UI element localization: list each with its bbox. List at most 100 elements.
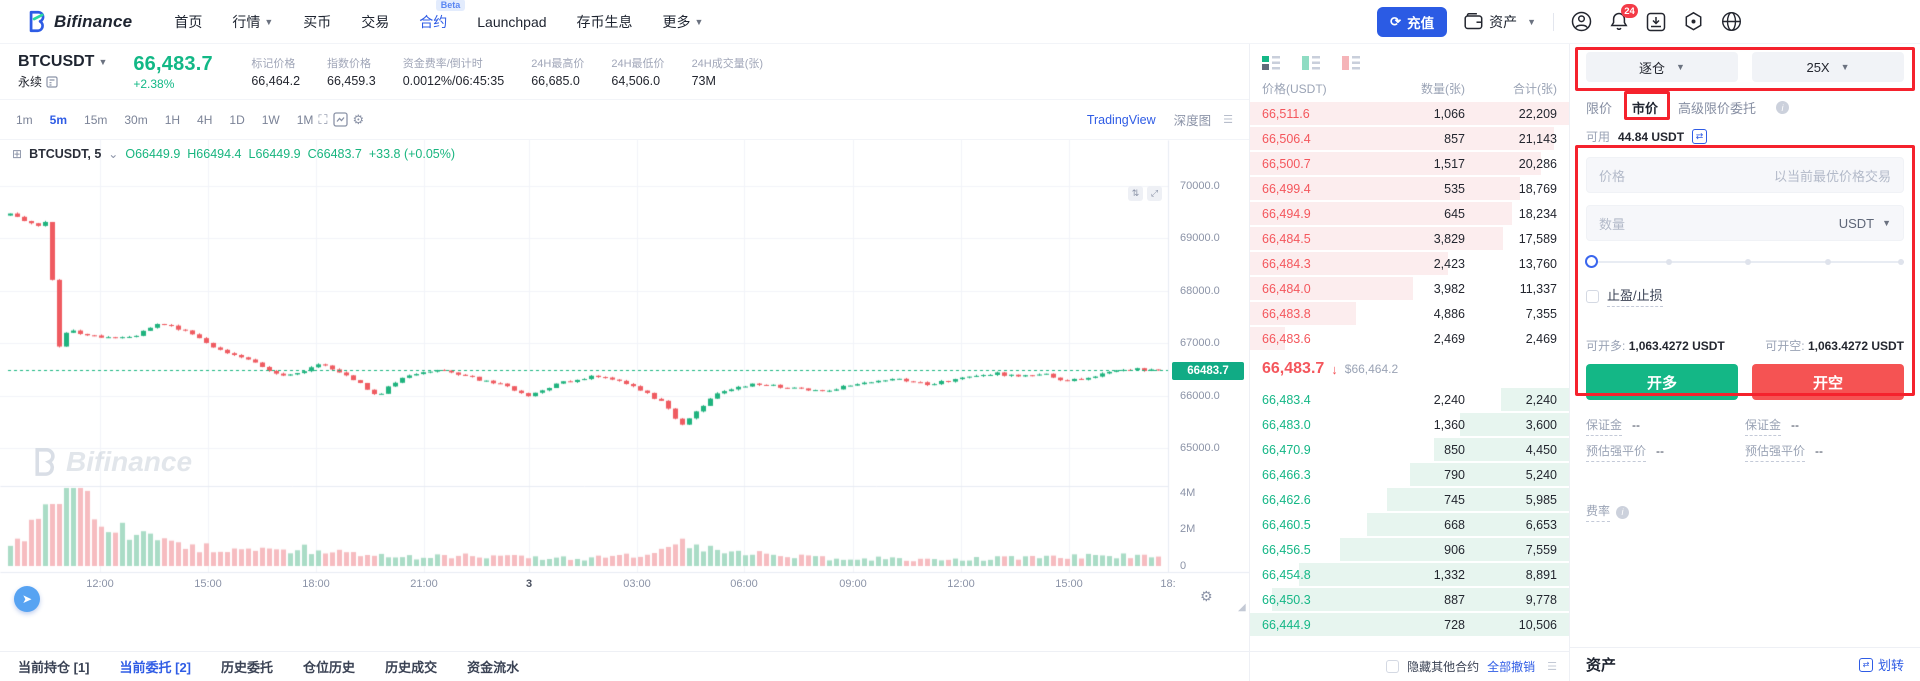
orderbook-ask-row[interactable]: 66,484.3 2,423 13,760 bbox=[1250, 251, 1569, 276]
timeframe-15m[interactable]: 15m bbox=[84, 112, 108, 127]
cancel-all-link[interactable]: 全部撤销 bbox=[1487, 660, 1536, 674]
amount-input[interactable]: 数量 USDT ▼ bbox=[1586, 205, 1904, 241]
slider-step[interactable] bbox=[1745, 259, 1751, 265]
price-input[interactable]: 价格 以当前最优价格交易 bbox=[1586, 157, 1904, 193]
deposit-button[interactable]: ⟳ 充值 bbox=[1377, 6, 1448, 37]
nav-item-1[interactable]: 行情 ▼ bbox=[232, 12, 273, 32]
orderbook-ask-row[interactable]: 66,483.8 4,886 7,355 bbox=[1250, 301, 1569, 326]
chevron-down-icon[interactable]: ⌄ bbox=[108, 147, 119, 161]
view-tab-0[interactable]: TradingView bbox=[1086, 112, 1156, 127]
bottom-tab-1[interactable]: 当前委托 [2] bbox=[119, 660, 192, 675]
slider-handle[interactable] bbox=[1585, 255, 1598, 268]
orderbook-bid-row[interactable]: 66,483.4 2,240 2,240 bbox=[1250, 387, 1569, 412]
timeframe-30m[interactable]: 30m bbox=[124, 112, 148, 127]
tp-sl-checkbox[interactable] bbox=[1586, 289, 1599, 303]
margin-leverage-row: 逐仓 ▼ 25X ▼ bbox=[1586, 52, 1904, 82]
user-icon[interactable] bbox=[1571, 11, 1592, 32]
nav-item-0[interactable]: 首页 bbox=[174, 12, 202, 32]
order-tab-2[interactable]: 高级限价委托 bbox=[1678, 101, 1757, 116]
orderbook-bid-row[interactable]: 66,456.5 906 7,559 bbox=[1250, 537, 1569, 562]
orderbook-bid-row[interactable]: 66,454.8 1,332 8,891 bbox=[1250, 562, 1569, 587]
orderbook-panel: 价格(USDT) 数量(张) 合计(张) 66,511.6 1,066 22,209… bbox=[1250, 44, 1570, 681]
info-icon[interactable]: i bbox=[1776, 101, 1790, 114]
symbol-selector[interactable]: BTCUSDT ▼ 永续 bbox=[18, 53, 107, 90]
order-tab-1[interactable]: 市价 bbox=[1632, 101, 1659, 116]
orderbook-bid-row[interactable]: 66,483.0 1,360 3,600 bbox=[1250, 412, 1569, 437]
pane-resize-icon[interactable]: ◢ bbox=[1238, 602, 1246, 613]
legend-symbol[interactable]: BTCUSDT, 5 bbox=[29, 147, 102, 161]
assets-dropdown[interactable]: 资产 ▼ bbox=[1464, 12, 1536, 32]
compare-icon[interactable]: ⊞ bbox=[12, 147, 23, 161]
book-mode-asks-icon[interactable] bbox=[1342, 56, 1360, 70]
deposit-history-icon[interactable] bbox=[1646, 12, 1666, 32]
orderbook-bid-row[interactable]: 66,460.5 668 6,653 bbox=[1250, 512, 1569, 537]
nav-item-2[interactable]: 买币 bbox=[303, 12, 331, 32]
bottom-tab-5[interactable]: 资金流水 bbox=[467, 660, 520, 675]
hide-other-contracts-checkbox[interactable] bbox=[1386, 660, 1400, 673]
bottom-tab-2[interactable]: 历史委托 bbox=[221, 660, 274, 675]
candlestick-chart[interactable] bbox=[0, 140, 1249, 651]
timeframe-1D[interactable]: 1D bbox=[229, 112, 245, 127]
orderbook-bid-row[interactable]: 66,470.9 850 4,450 bbox=[1250, 437, 1569, 462]
orderbook-ask-row[interactable]: 66,500.7 1,517 20,286 bbox=[1250, 151, 1569, 176]
support-chat-icon[interactable]: ➤ bbox=[14, 586, 40, 612]
timeframe-1H[interactable]: 1H bbox=[164, 112, 181, 127]
fullscreen-icon[interactable]: ⛶ bbox=[318, 111, 328, 127]
language-globe-icon[interactable] bbox=[1721, 11, 1742, 32]
orderbook-bid-row[interactable]: 66,444.9 728 10,506 bbox=[1250, 612, 1569, 637]
orderbook-ask-row[interactable]: 66,494.9 645 18,234 bbox=[1250, 201, 1569, 226]
bid-depth-bar bbox=[1299, 563, 1569, 586]
slider-step[interactable] bbox=[1824, 259, 1831, 265]
nav-item-6[interactable]: 存币生息 bbox=[577, 12, 633, 32]
timeframe-1M[interactable]: 1M bbox=[296, 112, 314, 127]
nav-item-7[interactable]: 更多 ▼ bbox=[663, 12, 704, 32]
notifications-bell-icon[interactable]: 24 bbox=[1609, 4, 1638, 32]
timeframe-1m[interactable]: 1m bbox=[16, 112, 33, 127]
timeframe-1W[interactable]: 1W bbox=[261, 112, 280, 127]
orderbook-bid-row[interactable]: 66,462.6 745 5,985 bbox=[1250, 487, 1569, 512]
nav-item-5[interactable]: Launchpad bbox=[477, 14, 546, 30]
view-tab-1[interactable]: 深度图 bbox=[1173, 114, 1212, 128]
open-long-button[interactable]: 开多 bbox=[1586, 364, 1738, 400]
orderbook-bid-row[interactable]: 66,466.3 790 5,240 bbox=[1250, 462, 1569, 487]
orderbook-ask-row[interactable]: 66,483.6 2,469 2,469 bbox=[1250, 326, 1569, 351]
transfer-link[interactable]: ⇄ 划转 bbox=[1858, 655, 1904, 674]
slider-step[interactable] bbox=[1898, 259, 1904, 265]
orderbook-ask-row[interactable]: 66,511.6 1,066 22,209 bbox=[1250, 101, 1569, 126]
chart-settings-gear-icon[interactable]: ⚙ bbox=[352, 111, 365, 127]
nav-item-4[interactable]: 合约 Beta bbox=[419, 0, 466, 32]
bid-depth-bar bbox=[1250, 613, 1569, 636]
leverage-select[interactable]: 25X ▼ bbox=[1752, 52, 1904, 82]
book-mode-both-icon[interactable] bbox=[1262, 56, 1280, 70]
orderbook-ask-row[interactable]: 66,484.5 3,829 17,589 bbox=[1250, 226, 1569, 251]
axis-scale-icon[interactable]: ⇅ bbox=[1128, 186, 1143, 201]
info-icon[interactable]: i bbox=[1616, 505, 1630, 519]
settings-hexagon-icon[interactable] bbox=[1683, 11, 1704, 32]
nav-item-3[interactable]: 交易 bbox=[361, 12, 389, 32]
timezone-gear-icon[interactable]: ⚙ bbox=[1200, 588, 1213, 604]
open-short-button[interactable]: 开空 bbox=[1752, 364, 1904, 400]
panel-resize-icon[interactable]: ☰ bbox=[1223, 114, 1233, 126]
amount-slider[interactable] bbox=[1585, 255, 1904, 269]
axis-expand-icon[interactable]: ⤢ bbox=[1147, 186, 1162, 201]
bottom-tab-3[interactable]: 仓位历史 bbox=[303, 660, 356, 675]
timeframe-5m[interactable]: 5m bbox=[49, 112, 68, 127]
bottom-tab-4[interactable]: 历史成交 bbox=[385, 660, 438, 675]
chart-style-icon[interactable] bbox=[332, 112, 348, 127]
book-mode-bids-icon[interactable] bbox=[1302, 56, 1320, 70]
orderbook-ask-row[interactable]: 66,499.4 535 18,769 bbox=[1250, 176, 1569, 201]
bottom-tab-0[interactable]: 当前持仓 [1] bbox=[18, 660, 90, 675]
timeframe-4H[interactable]: 4H bbox=[197, 112, 213, 127]
orderbook-ask-row[interactable]: 66,484.0 3,982 11,337 bbox=[1250, 276, 1569, 301]
transfer-icon[interactable]: ⇄ bbox=[1692, 129, 1708, 144]
orderbook-bid-row[interactable]: 66,450.3 887 9,778 bbox=[1250, 587, 1569, 612]
order-entry-panel: 逐仓 ▼ 25X ▼ 限价 市价 高级限价委托 i 可用 44.84 USDT ⇄ 价… bbox=[1570, 44, 1920, 681]
margin-mode-select[interactable]: 逐仓 ▼ bbox=[1586, 52, 1738, 82]
panel-resize-icon[interactable]: ☰ bbox=[1547, 661, 1557, 673]
orderbook-ask-row[interactable]: 66,506.4 857 21,143 bbox=[1250, 126, 1569, 151]
amount-unit-select[interactable]: USDT ▼ bbox=[1838, 215, 1891, 231]
slider-step[interactable] bbox=[1665, 259, 1672, 265]
contract-calculator-icon[interactable] bbox=[46, 75, 58, 88]
order-tab-0[interactable]: 限价 bbox=[1586, 101, 1613, 116]
brand[interactable]: Bifinance bbox=[24, 10, 132, 33]
